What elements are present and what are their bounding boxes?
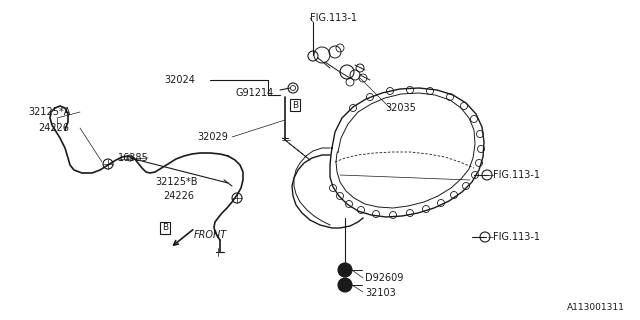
Text: FIG.113-1: FIG.113-1 (493, 232, 540, 242)
Text: B: B (162, 223, 168, 233)
Text: 24226: 24226 (38, 123, 69, 133)
Text: 32125*B: 32125*B (155, 177, 198, 187)
Text: B: B (292, 100, 298, 109)
Text: 32125*A: 32125*A (28, 107, 70, 117)
Text: 24226: 24226 (163, 191, 194, 201)
Text: FIG.113-1: FIG.113-1 (493, 170, 540, 180)
Circle shape (338, 278, 352, 292)
Text: FIG.113-1: FIG.113-1 (310, 13, 357, 23)
Circle shape (338, 263, 352, 277)
Text: A113001311: A113001311 (567, 303, 625, 312)
Text: D92609: D92609 (365, 273, 403, 283)
Text: 16385: 16385 (118, 153, 148, 163)
Text: 32029: 32029 (197, 132, 228, 142)
Text: 32035: 32035 (385, 103, 416, 113)
Text: 32103: 32103 (365, 288, 396, 298)
Text: FRONT: FRONT (194, 230, 227, 240)
Text: 32024: 32024 (164, 75, 195, 85)
Text: G91214: G91214 (235, 88, 273, 98)
